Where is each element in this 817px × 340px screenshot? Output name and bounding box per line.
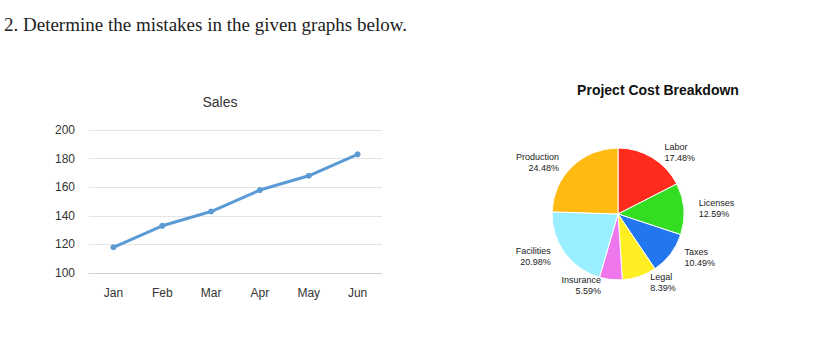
svg-text:Facilities: Facilities bbox=[516, 246, 552, 256]
svg-text:Labor: Labor bbox=[665, 142, 688, 152]
svg-text:Jan: Jan bbox=[104, 286, 123, 300]
svg-text:200: 200 bbox=[55, 123, 75, 137]
svg-text:17.48%: 17.48% bbox=[665, 153, 696, 163]
svg-text:May: May bbox=[297, 286, 320, 300]
svg-text:Mar: Mar bbox=[201, 286, 222, 300]
svg-text:Project Cost Breakdown: Project Cost Breakdown bbox=[577, 82, 739, 98]
svg-text:Insurance: Insurance bbox=[562, 275, 602, 285]
svg-text:Taxes: Taxes bbox=[684, 247, 708, 257]
svg-text:10.49%: 10.49% bbox=[684, 258, 715, 268]
svg-text:180: 180 bbox=[55, 152, 75, 166]
svg-text:Feb: Feb bbox=[152, 286, 173, 300]
svg-text:Production: Production bbox=[516, 152, 559, 162]
svg-text:24.48%: 24.48% bbox=[528, 163, 559, 173]
html-text:2. Determine the mistakes in t: 2. Determine the mistakes in the given g… bbox=[4, 14, 407, 35]
svg-text:140: 140 bbox=[55, 209, 75, 223]
svg-text:Apr: Apr bbox=[251, 286, 270, 300]
svg-text:8.39%: 8.39% bbox=[650, 283, 676, 293]
svg-text:12.59%: 12.59% bbox=[699, 209, 730, 219]
svg-text:5.59%: 5.59% bbox=[576, 286, 602, 296]
svg-text:120: 120 bbox=[55, 237, 75, 251]
svg-text:100: 100 bbox=[55, 266, 75, 280]
svg-text:20.98%: 20.98% bbox=[520, 257, 551, 267]
svg-text:Sales: Sales bbox=[202, 94, 237, 110]
svg-text:Jun: Jun bbox=[348, 286, 367, 300]
svg-text:Legal: Legal bbox=[650, 272, 672, 282]
svg-text:160: 160 bbox=[55, 180, 75, 194]
svg-text:Licenses: Licenses bbox=[699, 198, 735, 208]
